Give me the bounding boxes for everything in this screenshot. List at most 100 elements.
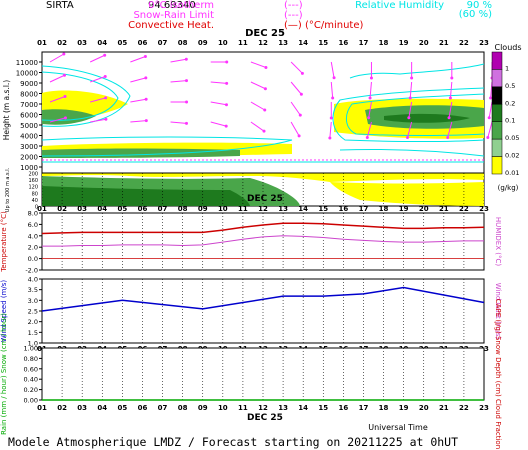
- wind-arrow-head: [329, 116, 333, 120]
- cloud-ytick-label: 4000: [20, 133, 38, 141]
- wind-arrow: [130, 98, 147, 103]
- top-hour-label: 21: [439, 39, 449, 47]
- site-label: SIRTA: [46, 0, 74, 11]
- temperature-panel: 8.0 6.0 4.0 2.0 0.0 -2.0 Temperature (°C) HUMID…: [0, 205, 502, 275]
- top-hour-label: 13: [278, 39, 288, 47]
- colorbar-title: Clouds: [494, 43, 521, 52]
- colorbar-level: 0.05: [505, 134, 519, 142]
- top-hour-label: 02: [57, 39, 67, 47]
- wind-arrow-head: [365, 135, 369, 139]
- wind-arrow-head: [487, 116, 491, 120]
- precip-ytick-label: 0.60: [24, 365, 38, 373]
- wind-arrow-head: [489, 96, 493, 100]
- colorbar-level: 0.02: [505, 152, 519, 160]
- temp-hour-label: 16: [338, 205, 348, 213]
- wind-arrow-head: [410, 76, 414, 80]
- bottom-hour-label: 12: [258, 404, 268, 412]
- wind-arrow: [409, 81, 413, 98]
- precip-ylabel-left: Rain (mm / hour) Snow (cm / hour): [0, 313, 8, 435]
- wind-arrow-head: [450, 76, 454, 80]
- wind-arrow: [448, 101, 453, 118]
- bottom-hour-label: 19: [399, 404, 409, 412]
- top-hour-label: 08: [178, 39, 188, 47]
- top-hour-label: 17: [359, 39, 369, 47]
- wind-arrow: [170, 58, 187, 63]
- precip-frame: [41, 347, 485, 401]
- cloud-ytick-label: 9000: [20, 80, 38, 88]
- top-hour-label: 15: [318, 39, 328, 47]
- legend-right: Relative Humidity 90 %(60 %): [355, 0, 492, 20]
- legend-left-sample: (—) (°C/minute): [284, 20, 364, 31]
- wind-arrow-head: [103, 53, 107, 57]
- cloud-ylabel: Height (m a.s.l.): [2, 80, 11, 141]
- wind-arrow-head: [297, 134, 301, 138]
- cloud-ylabel-low: Up to 200 m a.s.l.: [5, 167, 11, 212]
- cloud-ytick-label: 10000: [16, 70, 38, 78]
- wind-arrow: [170, 80, 187, 83]
- colorbar-level: 0.2: [505, 99, 515, 107]
- bottom-hour-label: 06: [138, 404, 148, 412]
- low-ytick-label: 40: [32, 198, 38, 204]
- wind-arrow-head: [184, 57, 188, 61]
- wind-ylabel-right: Wind Gust (m/s): [494, 283, 502, 340]
- coord-label: 94.69340: [148, 0, 196, 11]
- cloud-colorbar: Clouds 1 0.5 0.2 0.1 0.05 0.02 0.01 (g/kg): [491, 43, 522, 192]
- wind-ytick-label: 3.5: [28, 286, 38, 294]
- date-label-bottom: DEC 25: [247, 413, 283, 423]
- wind-arrow-head: [367, 116, 371, 120]
- wind-ytick-label: 4.0: [28, 276, 38, 284]
- temp-hour-label: 19: [399, 205, 409, 213]
- rh-contour-right-1: [332, 87, 485, 142]
- wind-arrow: [130, 120, 147, 123]
- wind-arrow: [290, 101, 301, 116]
- bottom-hour-label: 15: [318, 404, 328, 412]
- wind-arrow-head: [63, 116, 67, 120]
- bottom-hour-label: 09: [198, 404, 208, 412]
- top-hour-label: 06: [138, 39, 148, 47]
- colorbar-swatch: [491, 69, 503, 88]
- bottom-hour-label: 17: [359, 404, 369, 412]
- top-hour-label: 03: [77, 39, 87, 47]
- wind-arrow: [130, 77, 146, 83]
- top-hour-label: 04: [97, 39, 107, 47]
- temp-hour-label: 12: [258, 205, 268, 213]
- cloud-darkgreen-right: [384, 113, 470, 123]
- colorbar-swatch: [491, 138, 503, 157]
- colorbar-unit: (g/kg): [498, 184, 519, 192]
- bottom-hour-label: 18: [379, 404, 389, 412]
- legend-right-value: (60 %): [459, 9, 492, 20]
- wind-arrow-head: [368, 96, 372, 100]
- top-hour-label: 05: [117, 39, 127, 47]
- temperature-series-0: [41, 222, 485, 235]
- top-hour-label: 07: [158, 39, 168, 47]
- wind-arrow: [210, 121, 227, 127]
- wind-arrow-head: [448, 96, 452, 100]
- wind-arrow: [369, 81, 372, 98]
- wind-arrow-head: [263, 108, 267, 112]
- cloud-ytick-label: 3000: [20, 143, 38, 151]
- temperature-series-1: [42, 235, 484, 247]
- wind-arrow: [449, 81, 453, 98]
- temp-hour-label: 02: [57, 205, 67, 213]
- wind-arrow-head: [486, 135, 490, 139]
- wind-arrow-head: [300, 71, 304, 75]
- cloud-ytick-label: 11000: [16, 59, 38, 67]
- wind-arrow-head: [405, 135, 409, 139]
- temp-hour-label: 15: [318, 205, 328, 213]
- wind-arrow-head: [144, 76, 148, 80]
- wind-arrow: [408, 101, 413, 118]
- wind-ytick-label: 3.0: [28, 297, 38, 305]
- colorbar-level: 1: [505, 64, 509, 72]
- temp-hour-label: 05: [117, 205, 127, 213]
- top-hour-label: 09: [198, 39, 208, 47]
- wind-arrow-head: [185, 100, 189, 104]
- temperature-ytick-label: -2.0: [25, 267, 38, 275]
- precip-ytick-label: 0.80: [24, 355, 38, 363]
- colorbar-swatch: [491, 104, 503, 122]
- wind-arrow-head: [225, 81, 229, 85]
- wind-arrow: [488, 101, 493, 118]
- bottom-hour-label: 01: [37, 404, 47, 412]
- wind-arrow: [330, 61, 335, 78]
- precip-panel: 1.00 0.80 0.60 0.40 0.20 0.00 Rain (mm / hour)…: [0, 299, 502, 449]
- wind-arrow: [130, 56, 146, 63]
